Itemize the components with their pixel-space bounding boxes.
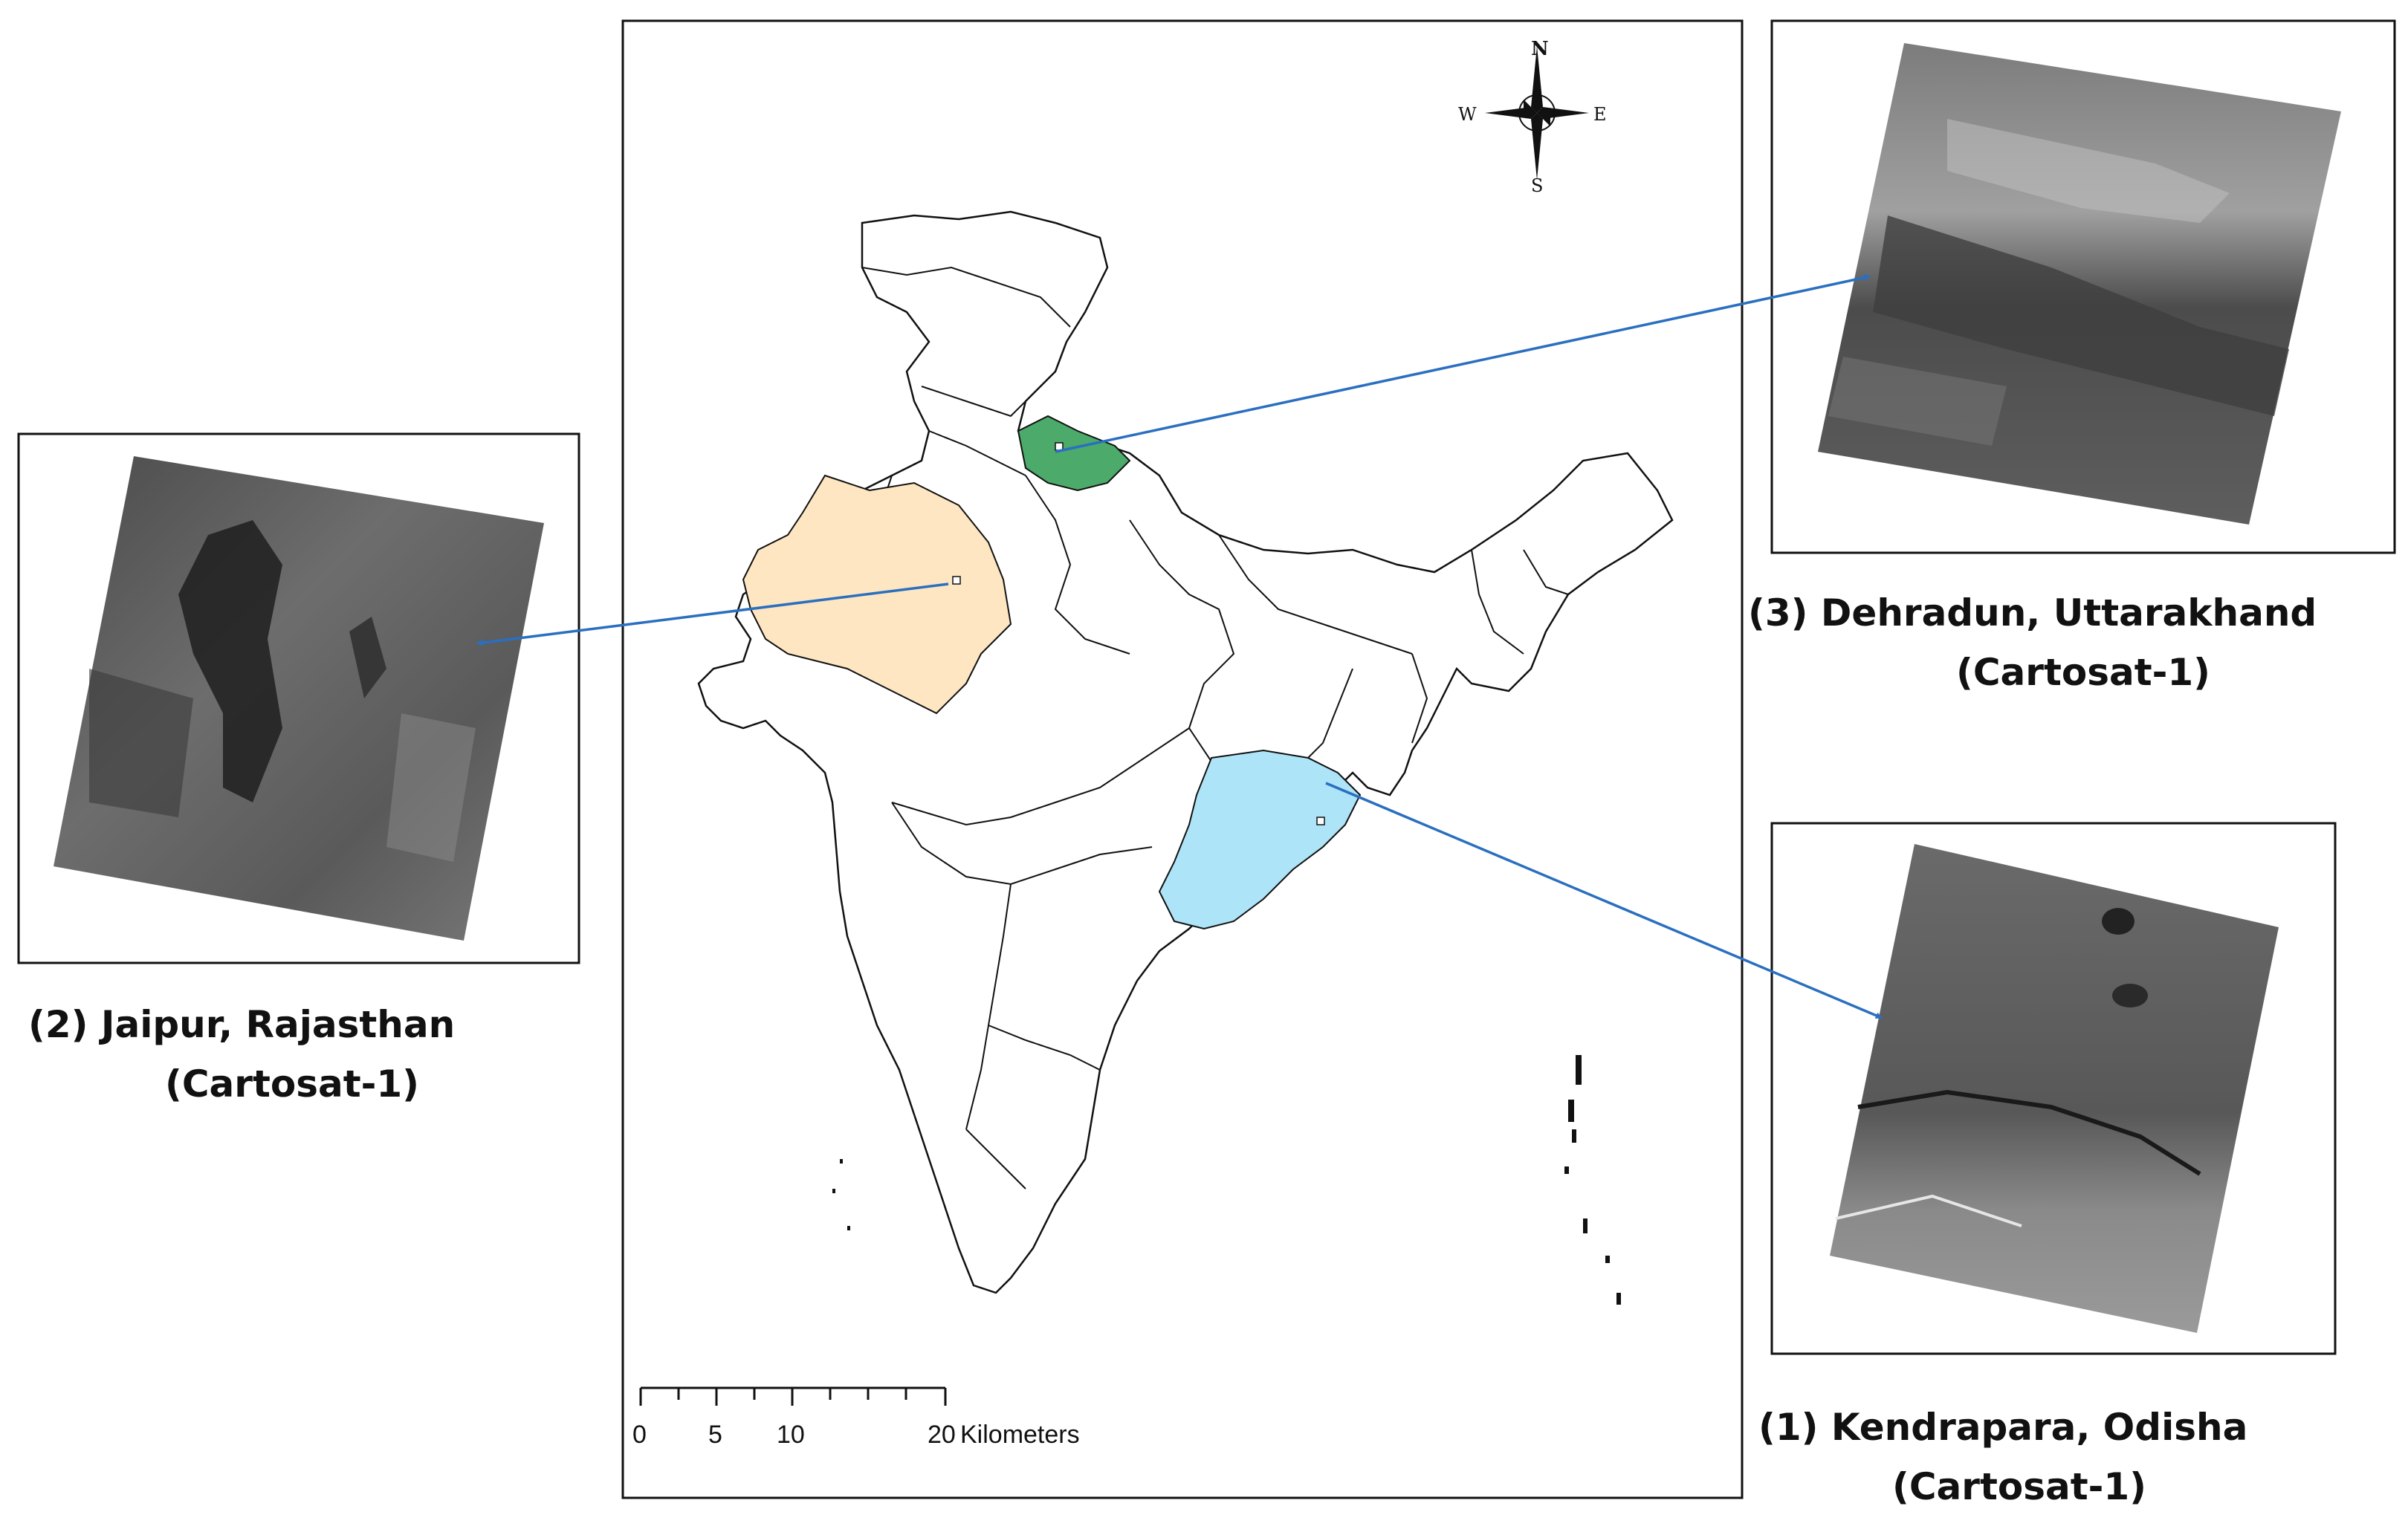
kendrapara-marker [1316,817,1325,825]
kendrapara-caption-title: (1) Kendrapara, Odisha [1758,1406,2247,1449]
north-arrow: N S W E [1458,38,1607,196]
scale-tick-0: 0 [632,1421,647,1449]
jaipur-satellite-image [54,456,544,941]
compass-north: N [1531,38,1549,60]
compass-east: E [1593,104,1607,125]
scale-tick-10: 10 [777,1421,805,1449]
arrow-to-jaipur [476,582,949,646]
arrow-to-kendrapara [1325,782,1883,1019]
dehradun-caption-title: (3) Dehradun, Uttarakhand [1748,591,2317,635]
rajasthan-region [742,474,1012,715]
jaipur-marker [952,576,961,585]
arrow-to-dehradun [1055,274,1871,453]
india-outline [697,210,1674,1294]
scale-bar [639,1386,947,1406]
scale-unit: Kilometers [960,1421,1080,1449]
island-markers [832,1055,1621,1305]
odisha-region [1158,749,1362,930]
dehradun-caption-sensor: (Cartosat-1) [1956,651,2210,694]
kendrapara-satellite-image [1830,844,2279,1333]
jaipur-caption-sensor: (Cartosat-1) [165,1062,419,1106]
compass-west: W [1458,104,1477,125]
dehradun-satellite-image [1818,43,2341,525]
compass-south: S [1531,175,1543,196]
uttarakhand-region [1017,415,1131,492]
scale-tick-5: 5 [708,1421,722,1449]
scale-tick-20: 20 [928,1421,956,1449]
kendrapara-caption-sensor: (Cartosat-1) [1892,1465,2146,1508]
connector-arrows [476,274,1883,1019]
jaipur-caption-title: (2) Jaipur, Rajasthan [28,1003,455,1046]
